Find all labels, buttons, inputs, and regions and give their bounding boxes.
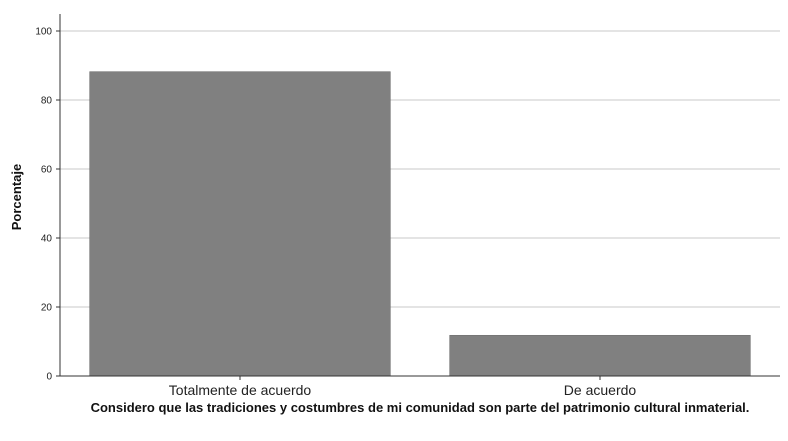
y-tick-label: 100 (35, 27, 52, 38)
bar-de-acuerdo (449, 334, 751, 377)
y-tick-label: 80 (41, 96, 53, 107)
x-tick-label: De acuerdo (564, 382, 637, 398)
y-axis-title: Porcentaje (9, 164, 24, 230)
x-tick-label: Totalmente de acuerdo (169, 382, 312, 398)
y-tick-label: 40 (41, 234, 53, 245)
y-tick-label: 60 (41, 165, 53, 176)
x-axis-title: Considero que las tradiciones y costumbr… (90, 400, 750, 415)
y-tick-label: 20 (41, 303, 53, 314)
x-ticks: Totalmente de acuerdo De acuerdo (169, 376, 637, 398)
y-ticks: 0 20 40 60 80 100 (35, 27, 60, 383)
bar-totalmente-de-acuerdo (89, 71, 391, 377)
bars (89, 71, 751, 377)
y-tick-label: 0 (46, 372, 52, 383)
